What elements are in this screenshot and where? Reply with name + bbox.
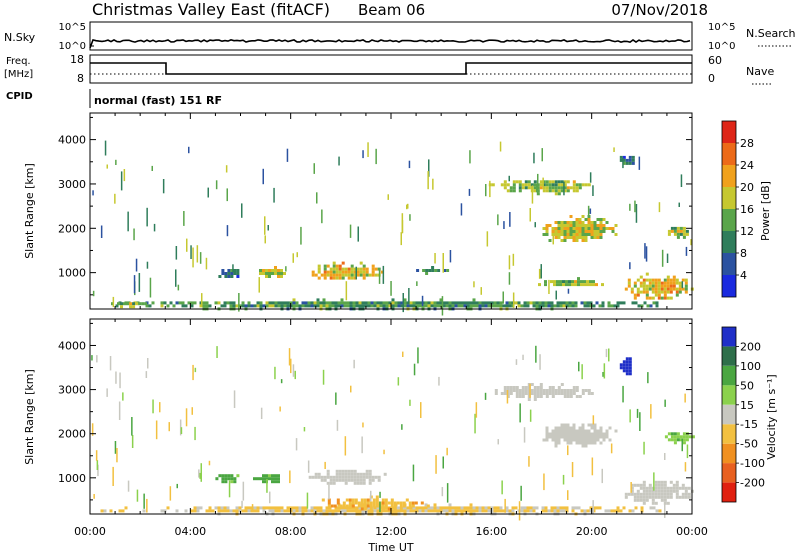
y-tick-label: 3000 (58, 384, 86, 397)
x-tick-label: 04:00 (174, 525, 206, 538)
colorbar-tick-label: 20 (740, 181, 754, 194)
nsearch-tick-top: 10^5 (708, 22, 735, 33)
nsky-panel: N.Sky 10^5 10^0 10^5 10^0 N.Search (4, 21, 796, 52)
colorbar-tick-label: 12 (740, 225, 754, 238)
power-colorbar-label: Power [dB] (759, 181, 772, 241)
beam-label: Beam 06 (358, 1, 425, 19)
y-tick-label: 4000 (58, 134, 86, 147)
date-label: 07/Nov/2018 (611, 1, 708, 19)
colorbar-tick-label: 24 (740, 159, 754, 172)
freq-series-line (90, 62, 692, 75)
velocity-y-ticks: 1000 2000 3000 4000 (58, 322, 692, 501)
data-region-8 (624, 480, 694, 505)
freq-label: Freq. (6, 56, 31, 67)
colorbar-tick-label: -50 (740, 438, 758, 451)
data-region-6 (542, 423, 618, 448)
velocity-data-cells (91, 345, 695, 521)
x-tick-label: 20:00 (576, 525, 608, 538)
data-region-4 (311, 261, 384, 280)
velocity-colorbar-label: Velocity [m s⁻¹] (765, 374, 778, 459)
nsky-tick-bottom: 10^0 (59, 41, 86, 52)
x-tick-label: 12:00 (375, 525, 407, 538)
data-region-0 (115, 298, 659, 311)
nave-label: Nave (746, 65, 774, 78)
data-region-8 (619, 155, 635, 165)
x-tick-label: 00:00 (74, 525, 106, 538)
x-tick-label: 00:00 (676, 525, 708, 538)
y-tick-label: 1000 (58, 472, 86, 485)
cpid-label: CPID (6, 91, 33, 102)
power-colorbar: 4 8 12 16 20 24 28 (721, 120, 754, 298)
colorbar-tick-label: 200 (740, 340, 761, 353)
x-axis-tick-labels: 00:00 04:00 08:00 12:00 16:00 20:00 00:00 (74, 525, 708, 538)
nsky-frame (89, 21, 693, 51)
data-region-9 (538, 277, 604, 287)
x-tick-label: 16:00 (475, 525, 507, 538)
freq-unit-label: [MHz] (4, 69, 33, 80)
data-streaks (92, 140, 692, 316)
power-ylabel: Slant Range [km] (23, 163, 36, 259)
y-tick-label: 2000 (58, 222, 86, 235)
colorbar-tick-label: -200 (740, 477, 765, 490)
power-panel: 1000 2000 3000 4000 Slant Range [km] 4 8 12 16… (23, 112, 772, 316)
nsearch-tick-bottom: 10^0 (708, 41, 735, 52)
velocity-panel: 1000 2000 3000 4000 Slant Range [km] 200 100… (23, 318, 778, 521)
colorbar-tick-label: -15 (740, 418, 758, 431)
freq-panel: Freq. [MHz] 18 8 60 0 Nave (4, 53, 774, 85)
colorbar-tick-label: 28 (740, 137, 754, 150)
colorbar-tick-label: 16 (740, 203, 754, 216)
y-tick-label: 4000 (58, 339, 86, 352)
data-region-2 (253, 474, 280, 484)
colorbar-tick-label: 4 (740, 269, 747, 282)
colorbar-tick-label: 15 (740, 399, 754, 412)
y-tick-label: 3000 (58, 178, 86, 191)
data-region-10 (624, 272, 694, 300)
power-x-ticks (89, 113, 693, 309)
data-region-9 (664, 432, 695, 445)
station-title: Christmas Valley East (fitACF) (92, 0, 330, 19)
y-tick-label: 2000 (58, 428, 86, 441)
y-tick-label: 1000 (58, 267, 86, 280)
data-region-1 (111, 302, 148, 309)
data-region-3 (259, 266, 286, 278)
data-region-5 (416, 266, 450, 275)
nsky-series-line (89, 38, 691, 49)
freq-tick-top: 18 (70, 53, 84, 66)
data-region-11 (667, 226, 689, 239)
data-region-7 (542, 215, 618, 242)
colorbar-tick-label: 100 (740, 360, 761, 373)
colorbar-tick-label: -100 (740, 457, 765, 470)
velocity-ylabel: Slant Range [km] (23, 369, 36, 465)
nsky-tick-top: 10^5 (59, 22, 86, 33)
nave-tick-top: 60 (708, 54, 722, 67)
nsearch-label: N.Search (746, 27, 796, 40)
x-axis-label: Time UT (367, 541, 413, 554)
power-frame (89, 112, 693, 310)
x-tick-label: 08:00 (275, 525, 307, 538)
data-region-6 (488, 180, 591, 196)
power-data-cells (92, 140, 694, 316)
data-region-3 (308, 469, 387, 485)
data-region-1 (215, 474, 240, 484)
power-y-ticks: 1000 2000 3000 4000 (58, 116, 692, 296)
velocity-frame (89, 318, 693, 515)
velocity-colorbar: 200 100 50 15 -15 -50 -100 -200 (721, 326, 765, 503)
colorbar-tick-label: 50 (740, 379, 754, 392)
colorbar-tick-label: 8 (740, 247, 747, 260)
nsky-label: N.Sky (4, 31, 36, 44)
data-streaks (91, 345, 689, 521)
cpid-value: normal (fast) 151 RF (94, 94, 222, 107)
freq-frame (89, 54, 693, 84)
velocity-x-ticks (89, 319, 693, 514)
data-region-2 (218, 269, 240, 278)
nave-tick-bottom: 0 (708, 72, 715, 85)
freq-tick-bottom: 8 (77, 72, 84, 85)
data-region-7 (619, 357, 632, 376)
data-region-5 (494, 383, 594, 401)
